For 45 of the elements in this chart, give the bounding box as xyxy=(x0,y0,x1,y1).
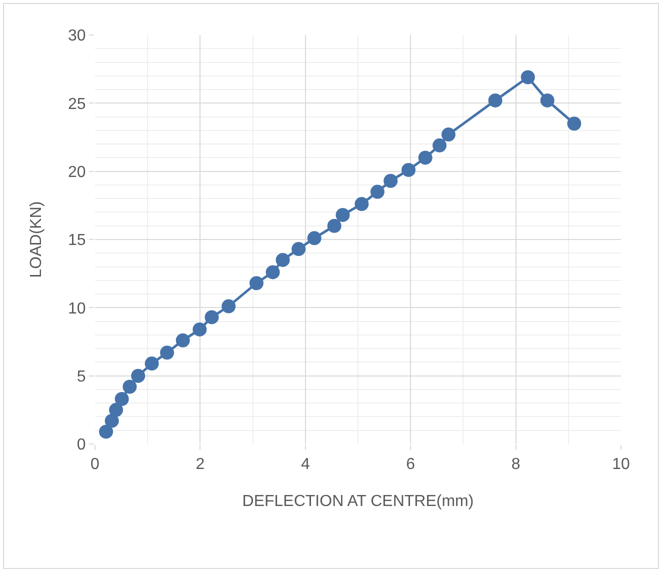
point xyxy=(336,208,350,222)
point xyxy=(222,299,236,314)
point xyxy=(307,231,322,246)
x-tick-label: 8 xyxy=(511,456,520,474)
point xyxy=(327,218,342,233)
x-tick-label: 0 xyxy=(90,456,100,474)
point xyxy=(131,368,146,383)
point xyxy=(488,93,502,108)
point xyxy=(540,93,554,108)
point xyxy=(276,252,290,267)
y-tick-label: 20 xyxy=(68,164,86,181)
point xyxy=(176,333,190,348)
point xyxy=(204,310,219,324)
point xyxy=(354,197,369,212)
y-tick-label: 25 xyxy=(68,96,86,113)
point xyxy=(104,414,119,428)
y-tick-label: 15 xyxy=(68,232,86,250)
point xyxy=(567,116,582,131)
point xyxy=(418,150,432,165)
x-tick-label: 4 xyxy=(300,456,310,474)
point xyxy=(109,402,124,417)
point xyxy=(402,162,416,177)
y-tick-label: 0 xyxy=(76,436,86,454)
point xyxy=(441,128,456,142)
point xyxy=(114,392,129,406)
point xyxy=(292,242,306,256)
point xyxy=(384,174,398,188)
point xyxy=(144,356,159,371)
point xyxy=(266,265,280,280)
point xyxy=(432,138,447,152)
x-tick-label: 10 xyxy=(612,456,630,474)
y-tick-label: 5 xyxy=(76,368,86,386)
x-tick-label: 6 xyxy=(406,456,416,474)
point xyxy=(192,322,207,336)
point xyxy=(370,184,384,199)
x-axis-title: DEFLECTION AT CENTRE(mm) xyxy=(242,492,474,510)
point xyxy=(122,380,137,394)
point xyxy=(160,346,174,360)
point xyxy=(99,424,114,439)
y-tick-label: 10 xyxy=(68,300,86,318)
x-tick-label: 2 xyxy=(196,456,205,474)
point xyxy=(520,70,535,84)
y-axis-title: LOAD(KN) xyxy=(28,201,45,278)
point xyxy=(249,276,264,290)
y-tick-label: 30 xyxy=(68,28,86,45)
